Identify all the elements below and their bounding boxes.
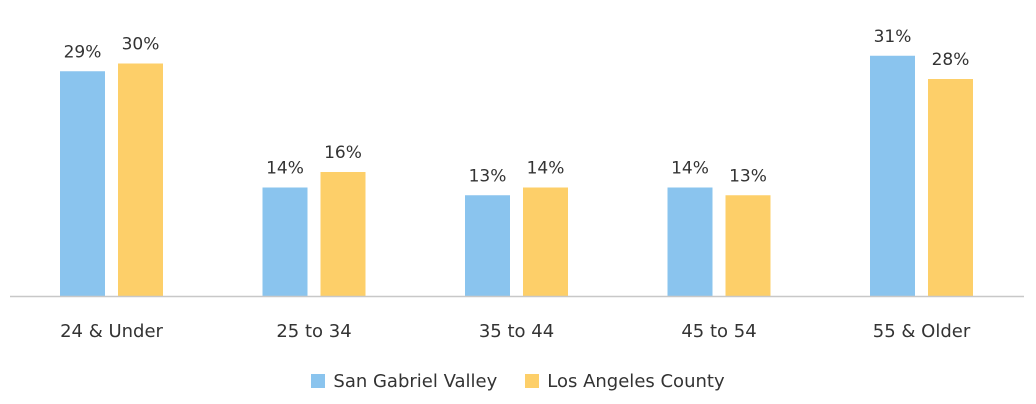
value-label-san-gabriel-valley-35-to-44: 13% xyxy=(469,166,507,186)
bar-san-gabriel-valley-25-to-34 xyxy=(262,187,308,296)
bar-los-angeles-county-25-to-34 xyxy=(320,172,366,296)
value-label-los-angeles-county-55-older: 28% xyxy=(932,50,970,70)
legend: San Gabriel Valley Los Angeles County xyxy=(0,368,1036,394)
legend-item-los-angeles-county: Los Angeles County xyxy=(525,370,725,392)
value-label-los-angeles-county-45-to-54: 13% xyxy=(729,166,767,186)
bar-los-angeles-county-35-to-44 xyxy=(523,187,568,296)
legend-swatch-san-gabriel-valley xyxy=(311,374,326,388)
legend-swatch-los-angeles-county xyxy=(525,374,540,388)
x-tick-label-24-under: 24 & Under xyxy=(60,321,163,342)
legend-item-san-gabriel-valley: San Gabriel Valley xyxy=(311,371,497,392)
x-tick-label-25-to-34: 25 to 34 xyxy=(276,321,351,342)
bars-group xyxy=(60,55,973,296)
bar-san-gabriel-valley-35-to-44 xyxy=(465,195,510,296)
bar-san-gabriel-valley-24-under xyxy=(60,71,105,296)
bar-los-angeles-county-24-under xyxy=(118,63,163,296)
bar-san-gabriel-valley-55-older xyxy=(870,55,915,296)
value-label-san-gabriel-valley-24-under: 29% xyxy=(64,42,102,62)
x-tick-label-45-to-54: 45 to 54 xyxy=(681,321,756,342)
bar-los-angeles-county-45-to-54 xyxy=(725,195,771,296)
bar-san-gabriel-valley-45-to-54 xyxy=(667,187,713,296)
bar-los-angeles-county-55-older xyxy=(928,79,973,296)
value-label-los-angeles-county-35-to-44: 14% xyxy=(527,159,565,179)
x-tick-label-35-to-44: 35 to 44 xyxy=(479,321,554,342)
value-label-san-gabriel-valley-45-to-54: 14% xyxy=(671,159,709,179)
value-label-san-gabriel-valley-55-older: 31% xyxy=(874,27,912,47)
legend-label-san-gabriel-valley: San Gabriel Valley xyxy=(333,370,498,392)
value-label-san-gabriel-valley-25-to-34: 14% xyxy=(266,159,304,179)
legend-label-los-angeles-county: Los Angeles County xyxy=(547,370,725,392)
value-labels-group: 29% 30% 14% 16% 13% 14% 14% 13% 31% 28% xyxy=(64,27,970,187)
x-tick-label-55-older: 55 & Older xyxy=(873,321,971,342)
value-label-los-angeles-county-24-under: 30% xyxy=(122,35,160,55)
value-label-los-angeles-county-25-to-34: 16% xyxy=(324,143,362,163)
x-axis-ticks: 24 & Under 25 to 34 35 to 44 45 to 54 55 & O… xyxy=(60,321,971,342)
